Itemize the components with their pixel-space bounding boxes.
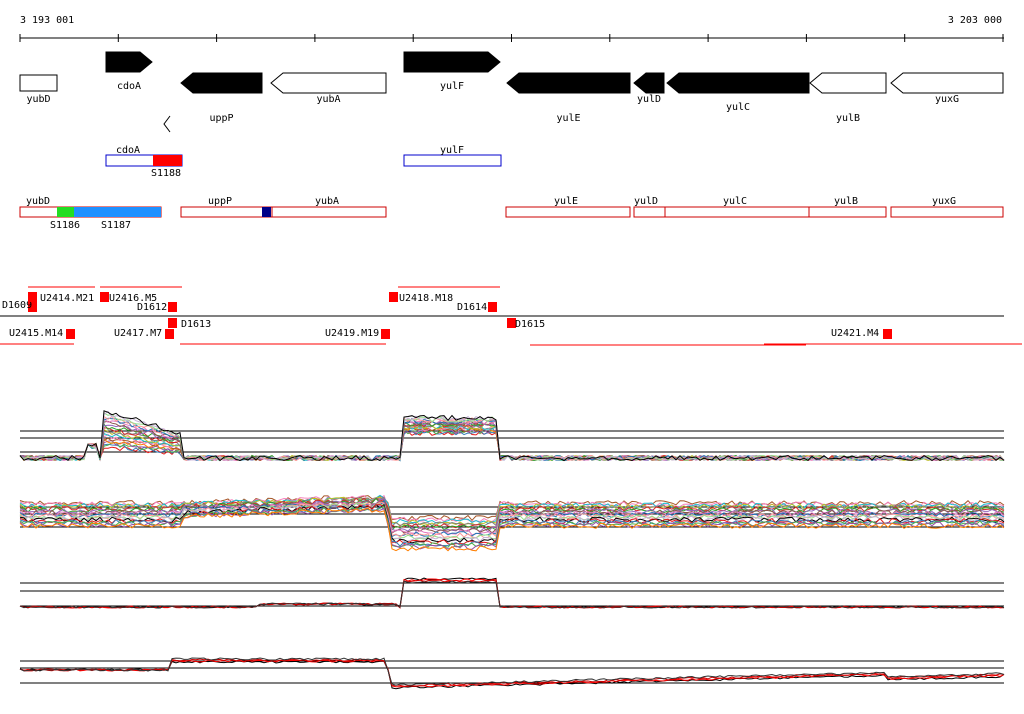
gene-label-cdoA: cdoA <box>117 81 141 92</box>
sigma-label: S1188 <box>151 168 181 179</box>
sigma-site-S1188 <box>153 155 182 166</box>
gene-label-yulF: yulF <box>440 81 464 92</box>
gene-label-yulD: yulD <box>637 94 661 105</box>
gene-label-yubD: yubD <box>26 94 50 105</box>
profile-trace <box>19 505 1005 548</box>
gene-label-yubA: yubA <box>316 94 340 105</box>
gene-uppP <box>180 72 263 94</box>
feature-marker-U2419.M19 <box>381 329 390 339</box>
operon-track: cdoA S1188 yulF yubD uppP yubA yulE yulD yulC yul… <box>19 145 1004 231</box>
feature-label: U2415.M14 <box>9 328 63 339</box>
profile-trace <box>19 420 1005 462</box>
feature-marker-D1615 <box>507 318 516 328</box>
profile-trace <box>19 498 1005 533</box>
gene-yubD <box>19 74 58 92</box>
operon-plus-yulF <box>403 154 502 167</box>
operon-minus-yulE <box>505 206 631 218</box>
coordinate-ruler: 3 193 001 3 203 000 <box>19 15 1004 42</box>
expression-panel <box>19 410 1005 462</box>
feature-marker-U2418.M18 <box>389 292 398 302</box>
feature-label: D1613 <box>181 319 211 330</box>
gene-yulE <box>506 72 631 94</box>
profile-trace <box>19 420 1005 462</box>
feature-label: D1609 <box>2 300 32 311</box>
operon-minus-yulB <box>808 206 887 218</box>
expression-panel <box>19 657 1005 690</box>
feature-label: D1614 <box>457 302 487 313</box>
expression-panel <box>19 577 1005 609</box>
operon-minus-label: yulC <box>723 196 747 207</box>
gene-label-yuxG: yuxG <box>935 94 959 105</box>
expression-panel <box>19 494 1005 552</box>
operon-minus-label: yulB <box>834 196 858 207</box>
feature-label: U2419.M19 <box>325 328 379 339</box>
feature-marker-D1613 <box>168 318 177 328</box>
gene-label-yulB: yulB <box>836 113 860 124</box>
operon-minus-yulD <box>633 206 666 218</box>
operon-plus-label: cdoA <box>116 145 140 156</box>
operon-minus-uppP <box>180 206 273 218</box>
feature-label: U2414.M21 <box>40 293 94 304</box>
feature-marker-U2417.M7 <box>165 329 174 339</box>
profile-trace <box>19 507 1005 550</box>
operon-minus-label: yubA <box>315 196 339 207</box>
profile-trace <box>19 412 1005 462</box>
gene-yuxG <box>890 72 1004 94</box>
profile-trace <box>19 507 1005 552</box>
sigma-site-S1186 <box>57 207 74 217</box>
gene-yubA <box>270 72 387 94</box>
feature-marker-D1614 <box>488 302 497 312</box>
operon-minus-label: yuxG <box>932 196 956 207</box>
expression-profile-panels <box>19 410 1005 690</box>
gene-yulD <box>633 72 665 94</box>
profile-trace <box>19 410 1005 462</box>
profile-trace <box>19 579 1005 609</box>
feature-label: D1615 <box>515 319 545 330</box>
feature-marker-U2421.M4 <box>883 329 892 339</box>
sigma-site-S1187 <box>74 207 161 217</box>
gene-yulF <box>403 51 501 73</box>
gene-yulC <box>666 72 810 94</box>
feature-label: U2421.M4 <box>831 328 879 339</box>
gene-label-yulE: yulE <box>556 113 580 124</box>
partial-gene-marker <box>163 115 171 133</box>
operon-minus-label: uppP <box>208 196 232 207</box>
operon-minus-yulC <box>664 206 810 218</box>
feature-marker-D1609 <box>28 302 37 312</box>
gene-label-uppP: uppP <box>209 113 233 124</box>
operon-minus-label: yulE <box>554 196 578 207</box>
feature-label: D1612 <box>137 302 167 313</box>
profile-trace <box>19 421 1005 462</box>
operon-plus-label: yulF <box>440 145 464 156</box>
gene-yulB <box>809 72 887 94</box>
sigma-label: S1187 <box>101 220 131 231</box>
operon-minus-label: yubD <box>26 196 50 207</box>
feature-label: U2418.M18 <box>399 293 453 304</box>
profile-trace <box>19 580 1005 609</box>
profile-trace <box>19 657 1005 686</box>
coord-start-label: 3 193 001 <box>20 15 74 26</box>
operon-minus-label: yulD <box>634 196 658 207</box>
profile-trace <box>19 496 1005 528</box>
operon-minus-yubA <box>271 206 387 218</box>
feature-label: U2416.M5 <box>109 293 157 304</box>
gene-label-yulC: yulC <box>726 102 750 113</box>
profile-trace <box>19 503 1005 544</box>
feature-marker-U2415.M14 <box>66 329 75 339</box>
gene-cdoA <box>105 51 153 73</box>
feature-marker-D1612 <box>168 302 177 312</box>
feature-label: U2417.M7 <box>114 328 162 339</box>
coord-end-label: 3 203 000 <box>948 15 1002 26</box>
gene-track: yubD cdoA uppP yubA yulF yulE yulD yulC yulB yuxG <box>19 51 1004 133</box>
profile-trace <box>19 410 1005 462</box>
sigma-site-uppP <box>262 207 271 217</box>
feature-marker-U2414.M21 <box>28 292 37 302</box>
sigma-label: S1186 <box>50 220 80 231</box>
feature-marker-U2416.M5 <box>100 292 109 302</box>
operon-minus-yuxG <box>890 206 1004 218</box>
